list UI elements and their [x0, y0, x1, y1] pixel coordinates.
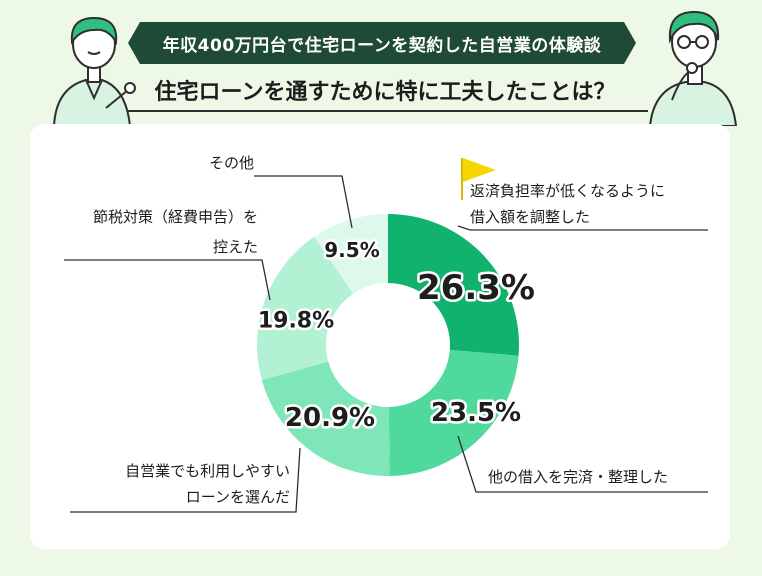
category-label-1-line-2: 借入額を調整した: [470, 208, 590, 226]
chart-card: [30, 124, 730, 549]
percent-label-2: 23.5%: [431, 398, 521, 428]
category-label-3-line-2: ローンを選んだ: [186, 488, 290, 506]
person-right-illustration: [648, 10, 738, 126]
leader-line-5: [254, 175, 353, 229]
category-label-3-line-1: 自営業でも利用しやすい: [125, 462, 290, 480]
leader-lines: [64, 175, 708, 513]
title-banner: 年収400万円台で住宅ローンを契約した自営業の体験談: [128, 22, 636, 64]
leader-line-2: [457, 435, 708, 493]
category-label-5-line-1: その他: [209, 154, 254, 172]
category-label-4-line-2: 控えた: [213, 238, 258, 256]
leader-line-4: [64, 259, 271, 301]
person-left-illustration: [52, 16, 136, 126]
slice-4: [256, 236, 354, 380]
flag-icon-group: [461, 158, 496, 200]
category-label-2-line-1: 他の借入を完済・整理した: [488, 468, 668, 486]
leader-line-1: [457, 225, 708, 231]
percent-label-4: 19.8%: [258, 309, 334, 334]
question-underline: [112, 110, 648, 112]
slice-5: [314, 214, 388, 294]
slice-1: [388, 214, 519, 356]
flag-icon: [463, 158, 496, 182]
percent-label-1: 26.3%: [417, 268, 535, 308]
percent-label-3: 20.9%: [285, 403, 375, 433]
slice-3: [261, 361, 390, 476]
percent-labels: 26.3% 23.5% 20.9% 19.8% 9.5%: [255, 236, 537, 436]
category-label-1-line-1: 返済負担率が低くなるように: [470, 182, 665, 200]
percent-label-5: 9.5%: [324, 238, 379, 262]
slice-2: [388, 350, 519, 476]
chart-slices: [256, 214, 519, 476]
banner-text: 年収400万円台で住宅ローンを契約した自営業の体験談: [162, 35, 602, 56]
question-title: 住宅ローンを通すために特に工夫したことは？: [154, 80, 616, 105]
category-label-4-line-1: 節税対策（経費申告）を: [93, 208, 258, 226]
leader-line-3: [70, 447, 301, 513]
